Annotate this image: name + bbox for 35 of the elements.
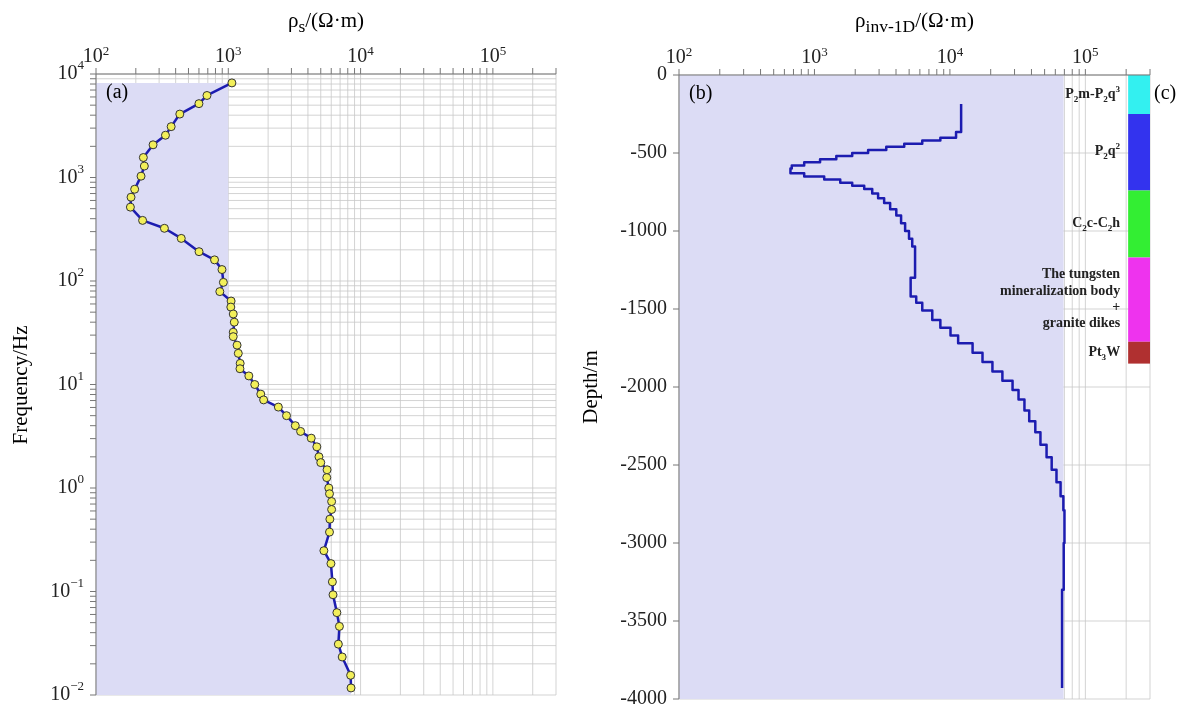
x-tick-label: 10$^{5}$ (479, 42, 507, 66)
y-tick-label: 10$^{2}$ (57, 264, 84, 290)
text: (c) (1154, 81, 1177, 104)
y-tick-label: -500 (630, 139, 667, 162)
y-tick-label: 10$^{0}$ (57, 471, 84, 497)
y-tick-label: -3000 (620, 529, 667, 552)
y-tick-label: 0 (657, 61, 667, 84)
band-label: The tungsten mineralization body + granite dikes (999, 266, 1121, 331)
y-tick-label: 10$^{−2}$ (50, 678, 84, 704)
x-tick-label: 10$^{3}$ (215, 42, 242, 66)
y-tick-label: -1000 (620, 217, 667, 240)
x-axis-title: ρ$_{s}$/(Ω·m) (286, 8, 366, 38)
y-tick-label: -2500 (620, 451, 667, 474)
x-tick-label: 10$^{4}$ (936, 43, 964, 67)
y-axis-title: Depth/m (577, 350, 603, 424)
x-axis-title: ρ$_{inv-1D}$/(Ω·m) (854, 8, 975, 38)
x-tick-label: 10$^{2}$ (665, 43, 693, 67)
x-tick-label: 10$^{5}$ (1072, 43, 1099, 67)
y-tick-label: 10$^{3}$ (57, 160, 84, 187)
band-label: P$_{2}$q$^{2}$ (1094, 141, 1121, 162)
x-tick-label: 10$^{2}$ (82, 42, 110, 66)
x-tick-label: 10$^{4}$ (347, 42, 375, 66)
band-label: P$_{2}$m-P$_{2}$q$^{3}$ (1065, 83, 1121, 104)
y-tick-label: -2000 (620, 373, 667, 396)
y-tick-label: -3500 (620, 607, 667, 630)
y-tick-label: 10$^{−1}$ (50, 574, 84, 601)
annotation: (a) (106, 80, 129, 103)
y-axis-title: Frequency/Hz (7, 325, 33, 444)
x-tick-label: 10$^{3}$ (801, 43, 828, 67)
band-label: Pt$_{3}$W (1088, 343, 1121, 362)
y-tick-label: -4000 (620, 685, 667, 707)
band-label: C$_{2}$c-C$_{2}$h (1072, 215, 1121, 234)
annotation: (b) (689, 81, 713, 104)
y-tick-label: 10$^{1}$ (57, 367, 84, 394)
y-tick-label: -1500 (620, 295, 667, 318)
